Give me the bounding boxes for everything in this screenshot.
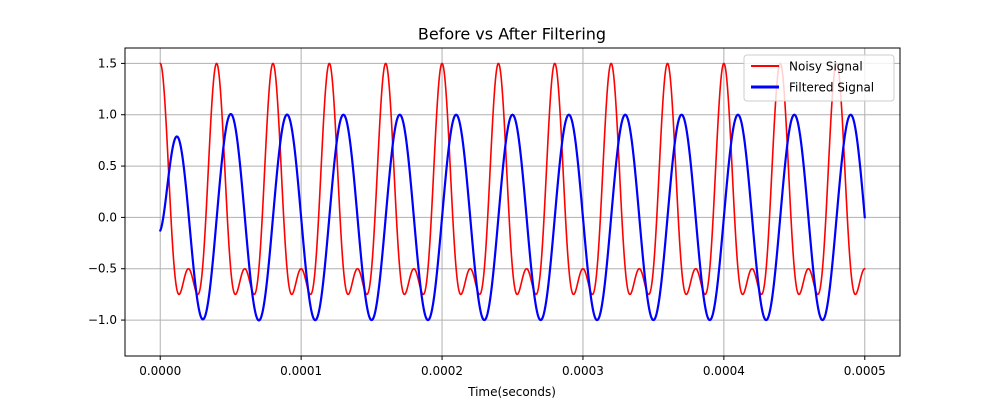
x-tick-label: 0.0005 xyxy=(844,364,886,378)
tick-layer: 0.0000 0.0001 0.0002 0.0003 0.0004 0.0005 −1.0… xyxy=(88,56,886,378)
x-tick-label: 0.0000 xyxy=(139,364,181,378)
x-tick-label: 0.0003 xyxy=(562,364,604,378)
y-tick-label: −0.5 xyxy=(88,262,117,276)
y-tick-label: −1.0 xyxy=(88,313,117,327)
noisy-signal-line xyxy=(159,62,866,296)
legend: Noisy Signal Filtered Signal xyxy=(743,54,895,102)
y-tick-label: 0.0 xyxy=(98,210,117,224)
x-tick-label: 0.0001 xyxy=(280,364,322,378)
series-layer xyxy=(159,62,866,322)
y-tick-label: 0.5 xyxy=(98,159,117,173)
y-tick-label: 1.0 xyxy=(98,108,117,122)
legend-label-filtered-signal: Filtered Signal xyxy=(789,81,874,95)
plot-frame xyxy=(124,47,901,357)
legend-label-noisy-signal: Noisy Signal xyxy=(789,60,863,74)
y-tick-label: 1.5 xyxy=(98,56,117,70)
x-tick-label: 0.0004 xyxy=(703,364,745,378)
x-tick-label: 0.0002 xyxy=(421,364,463,378)
legend-box xyxy=(743,54,895,102)
chart-title: Before vs After Filtering xyxy=(418,25,606,44)
x-axis-title: Time(seconds) xyxy=(467,385,556,399)
filtered-signal-line xyxy=(159,112,866,322)
